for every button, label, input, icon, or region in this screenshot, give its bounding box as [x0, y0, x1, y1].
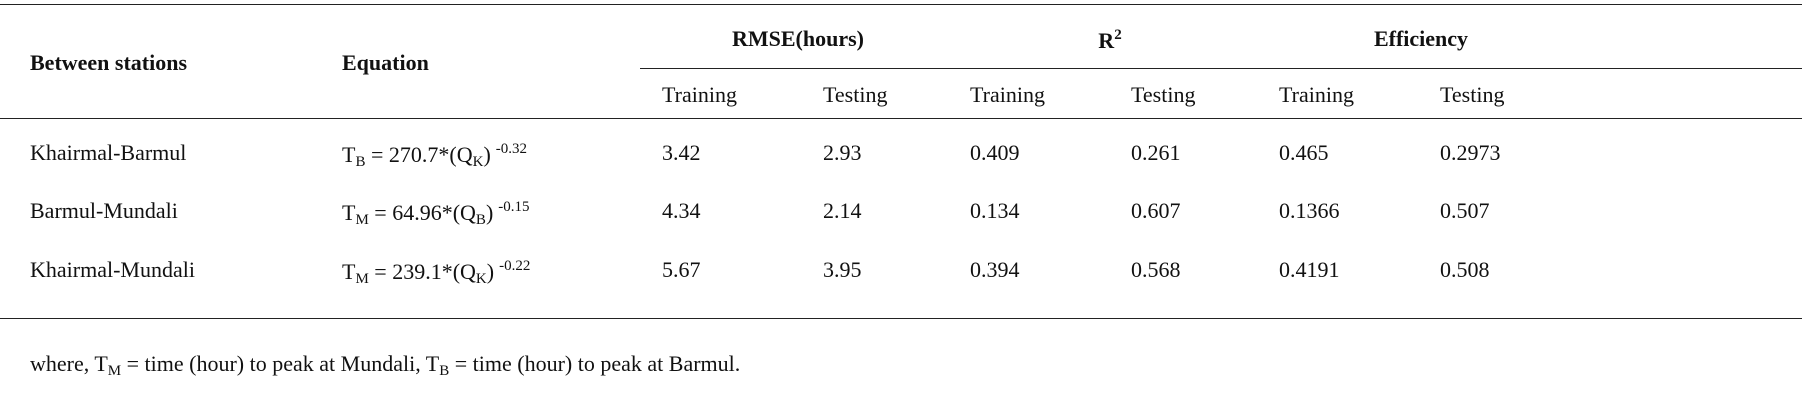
equation-cell: TM = 64.96*(QB) -0.15 — [342, 200, 530, 228]
subheader-cell: Testing — [823, 82, 888, 107]
value-cell: 2.93 — [823, 140, 862, 165]
top-rule — [0, 4, 1802, 5]
equation-text: = 270.7*(Q — [365, 142, 473, 167]
subheader-cell: Testing — [1131, 82, 1196, 107]
value-cell: 0.508 — [1440, 257, 1490, 282]
value-cell: 0.394 — [970, 257, 1020, 282]
value-cell: 4.34 — [662, 198, 701, 223]
value-cell: 3.95 — [823, 257, 862, 282]
superscript: -0.32 — [495, 141, 528, 157]
equation-cell: TM = 239.1*(QK) -0.22 — [342, 259, 530, 287]
subscript: K — [475, 271, 487, 287]
header-rule — [0, 118, 1802, 119]
subscript: M — [355, 271, 369, 287]
station-cell: Khairmal-Mundali — [30, 257, 195, 282]
value-cell: 2.14 — [823, 198, 862, 223]
footnote-text: = time (hour) to peak at Barmul. — [449, 351, 741, 376]
value-cell: 0.2973 — [1440, 140, 1501, 165]
value-cell: 5.67 — [662, 257, 701, 282]
subheader-cell: Training — [970, 82, 1045, 107]
subscript: M — [107, 363, 122, 379]
value-cell: 0.607 — [1131, 198, 1181, 223]
equation-text: = 64.96*(Q — [368, 200, 476, 225]
equation-cell: TB = 270.7*(QK) -0.32 — [342, 142, 527, 170]
header-cell: RMSE(hours) — [731, 26, 865, 51]
header-text: R — [1098, 28, 1115, 53]
value-cell: 0.568 — [1131, 257, 1181, 282]
value-cell: 0.1366 — [1279, 198, 1340, 223]
subscript: B — [355, 154, 366, 170]
subheader-cell: Testing — [1440, 82, 1505, 107]
subscript: B — [439, 363, 450, 379]
subscript: B — [475, 212, 486, 228]
value-cell: 0.4191 — [1279, 257, 1340, 282]
value-cell: 0.134 — [970, 198, 1020, 223]
header-cell: R2 — [1098, 28, 1121, 52]
header-cell: Equation — [342, 50, 429, 75]
value-cell: 0.507 — [1440, 198, 1490, 223]
superscript: -0.15 — [498, 199, 530, 215]
header-cell: Efficiency — [1373, 26, 1469, 51]
value-cell: 0.465 — [1279, 140, 1329, 165]
header-cell: Between stations — [30, 50, 188, 75]
value-cell: 0.409 — [970, 140, 1020, 165]
equation-text: T — [342, 142, 356, 167]
equation-text: T — [342, 259, 356, 284]
footnote: where, TM = time (hour) to peak at Munda… — [30, 353, 740, 379]
equation-text: ) — [486, 259, 495, 284]
equation-text: T — [342, 200, 356, 225]
bottom-rule — [0, 318, 1802, 319]
footnote-text: where, T — [30, 351, 108, 376]
station-cell: Khairmal-Barmul — [30, 140, 187, 165]
value-cell: 3.42 — [662, 140, 701, 165]
subscript: K — [472, 154, 484, 170]
value-cell: 0.261 — [1131, 140, 1181, 165]
subheader-cell: Training — [662, 82, 737, 107]
station-cell: Barmul-Mundali — [30, 198, 178, 223]
superscript: 2 — [1114, 27, 1122, 43]
group-rule — [640, 68, 1802, 69]
subheader-cell: Training — [1279, 82, 1354, 107]
subscript: M — [355, 212, 369, 228]
equation-text: = 239.1*(Q — [368, 259, 476, 284]
footnote-text: = time (hour) to peak at Mundali, T — [121, 351, 440, 376]
equation-text: ) — [483, 142, 491, 167]
equation-text: ) — [485, 200, 494, 225]
superscript: -0.22 — [499, 258, 531, 274]
